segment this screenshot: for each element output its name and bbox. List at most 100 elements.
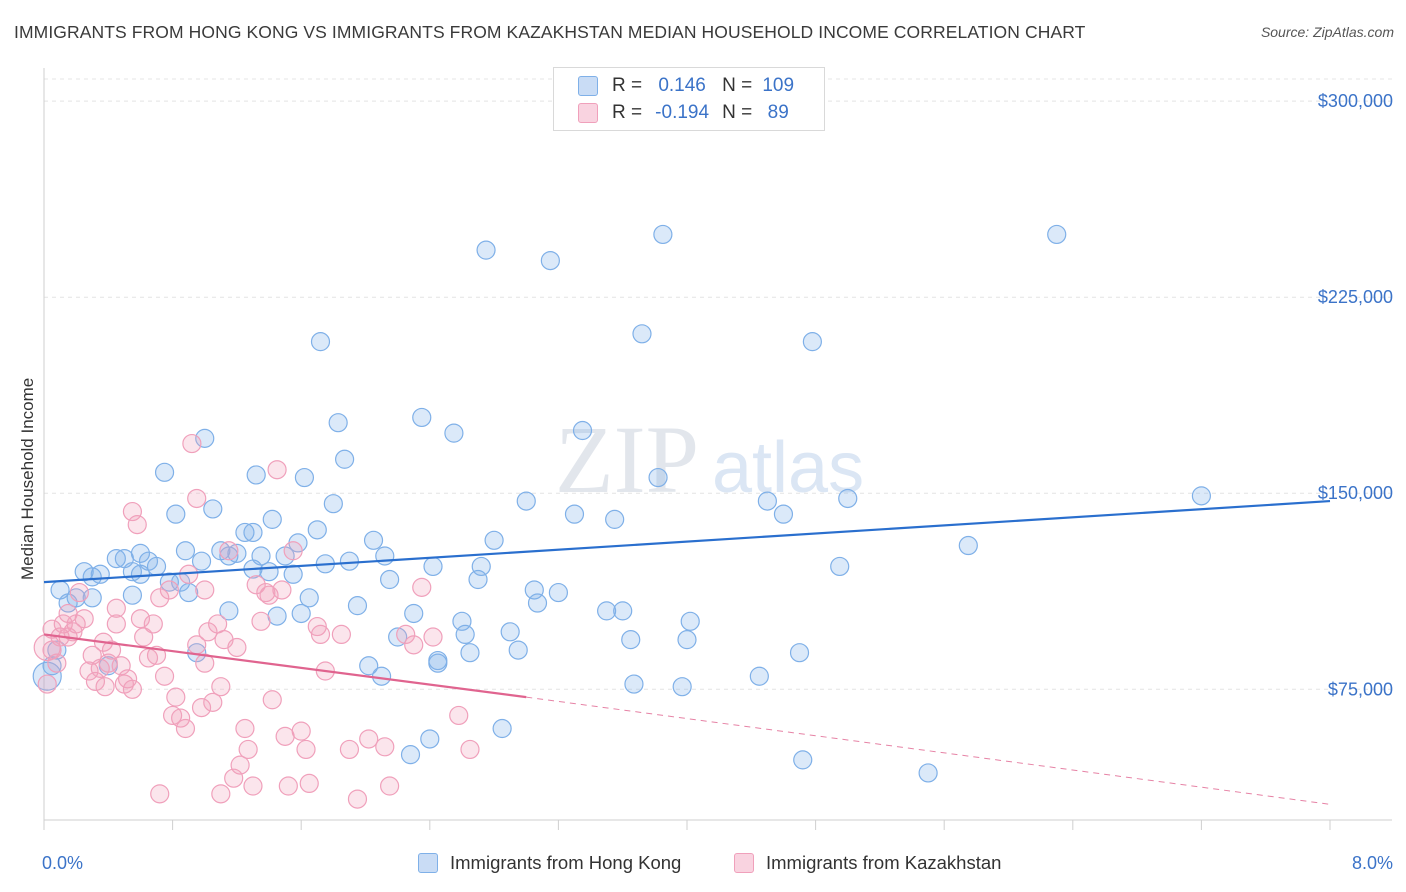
legend-n-label: N = [722,102,753,123]
data-point [262,690,282,710]
data-point [32,661,62,691]
data-point [175,718,196,739]
trend-line-kazakhstan-extension [526,696,1331,805]
data-point [335,449,355,469]
series-kazakhstan [33,433,480,809]
chart-title: IMMIGRANTS FROM HONG KONG VS IMMIGRANTS … [14,22,1086,42]
data-point [37,674,57,694]
data-point [219,541,239,561]
data-point [127,515,147,535]
data-point [278,776,298,796]
data-point [471,556,491,577]
data-point [423,556,443,577]
data-point [238,739,258,760]
data-point [171,708,191,728]
data-point [219,601,239,621]
data-point [380,569,400,590]
data-point [150,588,170,608]
data-point [400,745,421,765]
data-point [597,601,617,621]
data-point [251,611,271,631]
legend-item-kazakhstan[interactable]: Immigrants from Kazakhstan [734,852,1001,874]
data-point [291,603,311,624]
grid-lines [44,78,1392,690]
data-point [130,609,151,629]
data-point [672,677,692,697]
legend-row-hong-kong: R = 0.146 N = 109 [578,73,804,99]
data-point [79,661,99,681]
data-point [371,666,392,686]
y-axis-label: Median Household Income [18,377,37,580]
data-point [621,630,641,650]
legend-n-value: 109 [762,75,795,96]
data-point [455,624,475,645]
chart-source: Source: ZipAtlas.com [1260,24,1394,40]
data-point [516,491,536,511]
data-point [476,240,496,260]
data-point [307,520,327,540]
data-point [166,687,186,707]
data-point [375,737,395,757]
data-point [749,666,769,686]
watermark: ZIP atlas [555,406,864,513]
legend-swatch-hong-kong [578,76,598,96]
data-point [564,504,585,524]
legend-r-label: R = [612,75,643,96]
data-point [291,721,311,741]
data-point [230,755,250,775]
data-point [299,588,319,608]
data-point [613,601,633,621]
data-point [958,535,978,556]
data-point [235,718,255,739]
data-point [508,640,528,660]
data-point [572,420,593,441]
data-point [175,541,196,561]
data-point [211,784,231,804]
data-point [150,784,170,804]
data-point [42,619,62,639]
data-point [328,413,348,433]
data-point [492,718,512,739]
data-point [154,666,175,686]
watermark-atlas: atlas [712,428,864,508]
data-point [272,580,292,600]
data-point [259,585,279,605]
data-point [347,596,368,616]
legend-r-value: 0.146 [658,75,706,96]
data-point [412,577,432,597]
data-point [1191,486,1212,506]
data-point [918,763,938,783]
y-tick-label: $300,000 [1318,91,1393,111]
legend-n-value: 89 [767,102,789,123]
data-point [66,588,86,608]
trend-lines [43,499,1331,805]
y-tick-label: $225,000 [1318,287,1393,307]
data-point [74,609,94,629]
data-point [500,622,520,642]
data-point [191,551,212,571]
data-point [267,460,287,480]
data-point [380,776,400,796]
data-point [262,509,282,529]
legend-item-hong-kong[interactable]: Immigrants from Hong Kong [418,852,681,874]
data-point [460,739,480,760]
data-point [331,624,351,645]
data-point [159,580,179,600]
legend-n-label: N = [722,75,753,96]
data-point [138,551,159,571]
data-point [789,643,810,663]
data-point [106,614,126,634]
data-point [146,645,167,665]
legend-r-value: -0.194 [655,102,710,123]
data-point [310,332,331,352]
data-point [624,674,644,694]
data-point [793,750,813,770]
data-point [347,789,368,809]
data-point [195,580,215,600]
legend-label-hong-kong: Immigrants from Hong Kong [450,852,682,873]
data-point [122,679,143,699]
data-point [283,564,303,584]
y-tick-label: $150,000 [1318,483,1393,503]
data-point [404,603,424,624]
